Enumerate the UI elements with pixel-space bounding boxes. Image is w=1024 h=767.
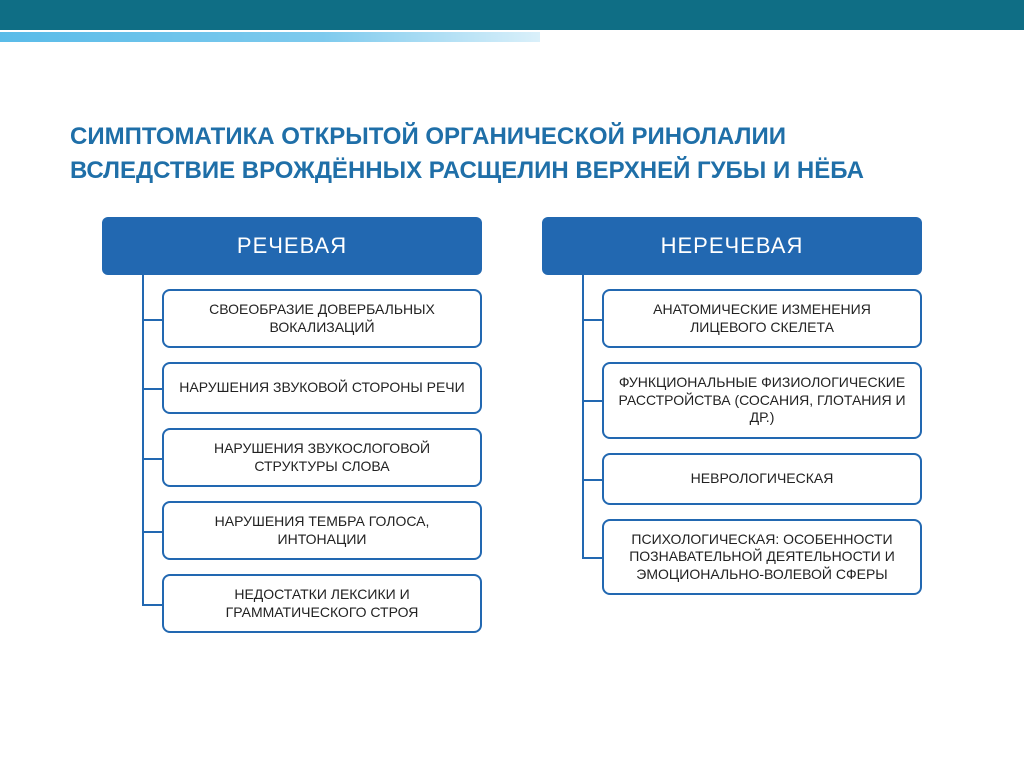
page-title: СИМПТОМАТИКА ОТКРЫТОЙ ОРГАНИЧЕСКОЙ РИНОЛ… [0, 30, 1024, 217]
item-box: ФУНКЦИОНАЛЬНЫЕ ФИЗИОЛОГИЧЕСКИЕ РАССТРОЙС… [602, 362, 922, 439]
tree-hline [142, 458, 162, 460]
item-row: ПСИХОЛОГИЧЕСКАЯ: ОСОБЕННОСТИ ПОЗНАВАТЕЛЬ… [582, 519, 922, 596]
tree-hline [142, 319, 162, 321]
accent-stripe [0, 32, 540, 42]
item-row: СВОЕОБРАЗИЕ ДОВЕРБАЛЬНЫХ ВОКАЛИЗАЦИЙ [142, 289, 482, 348]
items-wrapper: АНАТОМИЧЕСКИЕ ИЗМЕНЕНИЯ ЛИЦЕВОГО СКЕЛЕТА… [582, 289, 922, 595]
items-wrapper: СВОЕОБРАЗИЕ ДОВЕРБАЛЬНЫХ ВОКАЛИЗАЦИЙ НАР… [142, 289, 482, 633]
item-box: ПСИХОЛОГИЧЕСКАЯ: ОСОБЕННОСТИ ПОЗНАВАТЕЛЬ… [602, 519, 922, 596]
item-row: НЕДОСТАТКИ ЛЕКСИКИ И ГРАММАТИЧЕСКОГО СТР… [142, 574, 482, 633]
item-row: НАРУШЕНИЯ ТЕМБРА ГОЛОСА, ИНТОНАЦИИ [142, 501, 482, 560]
column-speech: РЕЧЕВАЯ СВОЕОБРАЗИЕ ДОВЕРБАЛЬНЫХ ВОКАЛИЗ… [102, 217, 482, 647]
item-row: НАРУШЕНИЯ ЗВУКОСЛОГОВОЙ СТРУКТУРЫ СЛОВА [142, 428, 482, 487]
item-box: НАРУШЕНИЯ ЗВУКОСЛОГОВОЙ СТРУКТУРЫ СЛОВА [162, 428, 482, 487]
item-row: НЕВРОЛОГИЧЕСКАЯ [582, 453, 922, 505]
tree-hline [582, 479, 602, 481]
diagram: РЕЧЕВАЯ СВОЕОБРАЗИЕ ДОВЕРБАЛЬНЫХ ВОКАЛИЗ… [0, 217, 1024, 647]
column-nonspeech: НЕРЕЧЕВАЯ АНАТОМИЧЕСКИЕ ИЗМЕНЕНИЯ ЛИЦЕВО… [542, 217, 922, 647]
tree-hline [582, 557, 602, 559]
item-row: НАРУШЕНИЯ ЗВУКОВОЙ СТОРОНЫ РЕЧИ [142, 362, 482, 414]
column-header: РЕЧЕВАЯ [102, 217, 482, 275]
item-row: АНАТОМИЧЕСКИЕ ИЗМЕНЕНИЯ ЛИЦЕВОГО СКЕЛЕТА [582, 289, 922, 348]
item-box: НЕВРОЛОГИЧЕСКАЯ [602, 453, 922, 505]
tree-hline [582, 319, 602, 321]
tree-hline [142, 388, 162, 390]
top-band [0, 0, 1024, 30]
item-row: ФУНКЦИОНАЛЬНЫЕ ФИЗИОЛОГИЧЕСКИЕ РАССТРОЙС… [582, 362, 922, 439]
item-box: НЕДОСТАТКИ ЛЕКСИКИ И ГРАММАТИЧЕСКОГО СТР… [162, 574, 482, 633]
item-box: НАРУШЕНИЯ ЗВУКОВОЙ СТОРОНЫ РЕЧИ [162, 362, 482, 414]
tree-hline [142, 604, 162, 606]
tree-hline [582, 400, 602, 402]
item-box: СВОЕОБРАЗИЕ ДОВЕРБАЛЬНЫХ ВОКАЛИЗАЦИЙ [162, 289, 482, 348]
item-box: АНАТОМИЧЕСКИЕ ИЗМЕНЕНИЯ ЛИЦЕВОГО СКЕЛЕТА [602, 289, 922, 348]
column-header: НЕРЕЧЕВАЯ [542, 217, 922, 275]
tree-hline [142, 531, 162, 533]
item-box: НАРУШЕНИЯ ТЕМБРА ГОЛОСА, ИНТОНАЦИИ [162, 501, 482, 560]
